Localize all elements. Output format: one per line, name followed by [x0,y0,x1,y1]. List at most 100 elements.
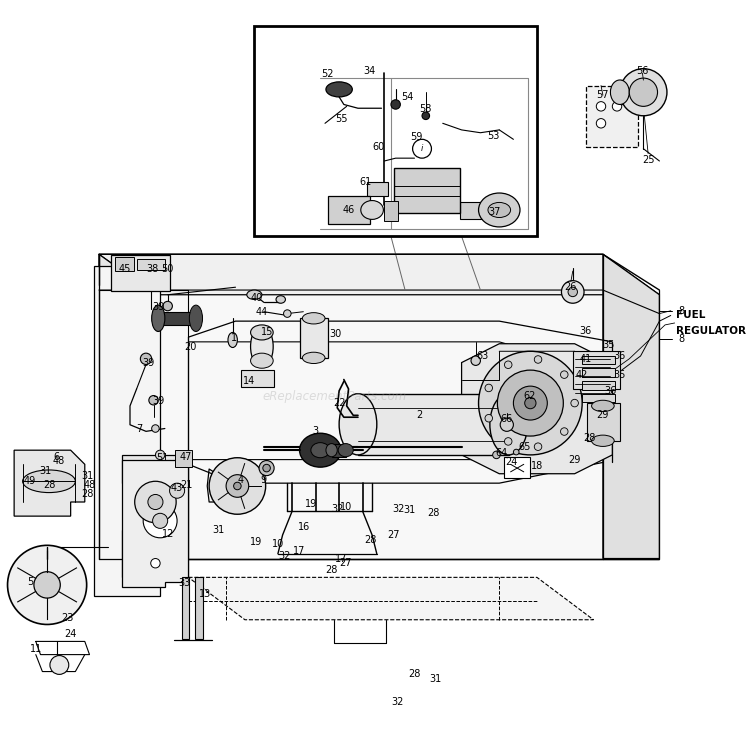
Ellipse shape [276,295,286,304]
Text: 32: 32 [331,504,344,513]
Ellipse shape [251,326,273,368]
Text: 52: 52 [322,69,334,80]
Ellipse shape [259,461,274,475]
Circle shape [612,102,622,111]
Text: FUEL: FUEL [676,310,706,321]
Polygon shape [122,455,188,577]
Text: 45: 45 [118,264,130,275]
Text: 43: 43 [171,483,183,493]
Ellipse shape [490,394,527,455]
Text: 33: 33 [178,578,190,588]
Bar [460,202,502,219]
Circle shape [152,425,159,432]
Circle shape [596,118,606,128]
Circle shape [562,280,584,304]
Text: 36: 36 [604,386,616,396]
Circle shape [514,386,548,420]
Text: 1: 1 [230,333,237,343]
Circle shape [391,100,400,109]
Text: 19: 19 [304,499,317,509]
Text: 51: 51 [156,452,168,463]
Text: 66: 66 [501,414,513,424]
Text: 48: 48 [53,457,64,466]
Text: 63: 63 [476,351,488,361]
Ellipse shape [339,394,376,455]
Circle shape [505,361,512,368]
Bar [586,86,638,147]
Text: 19: 19 [250,536,262,547]
Text: 18: 18 [531,461,543,471]
Bar [358,394,509,455]
Text: 20: 20 [184,341,196,352]
Text: 27: 27 [388,530,400,540]
Bar [582,368,615,376]
Text: 17: 17 [293,546,306,556]
Circle shape [8,545,87,624]
Text: 28: 28 [408,670,421,679]
Text: 54: 54 [400,92,413,102]
Text: 35: 35 [602,340,615,350]
Ellipse shape [310,443,330,458]
Text: 34: 34 [363,65,376,76]
Text: 8: 8 [678,306,684,315]
Text: 55: 55 [334,114,347,124]
Text: 11: 11 [30,644,42,654]
Text: 65: 65 [518,443,531,452]
Text: 22: 22 [333,398,346,408]
Text: 62: 62 [524,391,536,402]
Circle shape [413,139,431,158]
Text: 31: 31 [429,674,441,684]
Ellipse shape [189,305,202,332]
Text: 31: 31 [404,504,416,515]
Bar [111,255,170,291]
Text: 39: 39 [142,358,155,368]
Circle shape [485,384,493,391]
Ellipse shape [488,202,511,217]
Polygon shape [99,254,659,295]
Circle shape [140,353,152,365]
Bar [620,80,646,104]
Text: 32: 32 [392,504,405,513]
Ellipse shape [361,201,383,219]
Text: 47: 47 [179,452,192,462]
Text: 28: 28 [427,508,439,519]
Text: 60: 60 [373,142,385,152]
Text: 61: 61 [359,177,372,187]
Text: 32: 32 [278,551,291,561]
Text: 29: 29 [568,455,580,464]
Circle shape [560,428,568,435]
Ellipse shape [152,305,165,332]
Ellipse shape [592,400,614,411]
Bar [158,312,196,325]
Ellipse shape [251,325,273,340]
Circle shape [493,451,500,458]
Ellipse shape [302,352,325,364]
Text: 23: 23 [62,613,74,623]
Bar [582,382,615,390]
Circle shape [209,458,266,514]
Bar [582,356,615,365]
Polygon shape [94,266,160,596]
Text: 57: 57 [597,90,609,100]
Text: 44: 44 [256,307,268,317]
Bar [384,201,398,221]
Text: 9: 9 [261,475,267,485]
Ellipse shape [326,443,338,457]
Text: 56: 56 [636,65,649,76]
Circle shape [534,356,542,363]
Text: 35: 35 [614,370,626,380]
Circle shape [497,370,563,436]
Circle shape [50,655,69,674]
Text: 50: 50 [161,264,174,275]
Polygon shape [188,577,593,620]
Bar [115,257,134,272]
Circle shape [163,301,172,311]
Ellipse shape [22,470,75,493]
Circle shape [152,513,168,528]
Circle shape [568,287,578,297]
Text: 28: 28 [43,480,56,490]
Circle shape [534,443,542,450]
Polygon shape [14,450,85,516]
Text: 28: 28 [364,535,376,545]
Text: 28: 28 [326,565,338,575]
